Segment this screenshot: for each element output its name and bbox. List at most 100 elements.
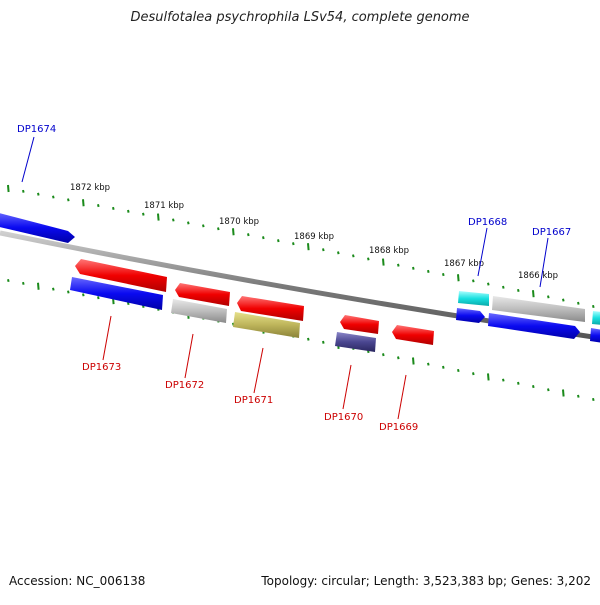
scale-tick [292,242,295,246]
gene-arrow[interactable] [488,313,580,339]
gene-label-DP1668[interactable]: DP1668 [468,217,507,228]
scale-tick [127,209,130,213]
gene-unlabeled-cyan-edge[interactable] [592,311,600,325]
gene-arrow[interactable] [70,277,163,310]
gene-label-DP1669[interactable]: DP1669 [379,422,418,433]
scale-label: 1871 kbp [144,201,184,211]
gene-arrow[interactable] [456,308,485,323]
gene-unlabeled-blue-small[interactable] [456,308,485,323]
scale-tick [577,301,580,305]
gene-label-DP1673[interactable]: DP1673 [82,362,121,373]
gene-arrow[interactable] [175,283,230,306]
accession-text: Accession: NC_006138 [9,574,146,588]
scale-tick [457,274,460,282]
scale-tick [382,258,385,266]
scale-tick [547,388,550,392]
scale-tick [337,251,340,255]
leader-DP1670 [342,364,352,410]
scale-tick [52,195,55,199]
gene-arrow[interactable] [237,296,304,321]
gene-arrow[interactable] [233,312,300,338]
scale-tick [502,285,505,289]
gene-DP1671[interactable] [233,296,304,338]
scale-label: 1869 kbp [294,232,334,242]
scale-tick [472,372,475,376]
gene-DP1669[interactable] [392,325,434,345]
scale-tick [232,228,235,236]
scale-tick [307,337,310,341]
gene-unlabeled-gray-forward[interactable] [492,296,585,322]
gene-unlabeled-blue-edge[interactable] [590,328,600,343]
leader-DP1674 [21,136,35,183]
scale-tick [157,213,160,221]
scale-tick [202,224,205,228]
scale-tick [322,340,325,344]
scale-tick [82,199,85,207]
gene-arrow[interactable] [590,328,600,343]
gene-label-DP1671[interactable]: DP1671 [234,395,273,406]
scale-tick [592,304,595,309]
leader-DP1672 [184,333,194,379]
map-title: Desulfotalea psychrophila LSv54, complet… [130,10,470,25]
scale-tick [7,184,10,193]
scale-tick [397,263,400,267]
gene-label-DP1672[interactable]: DP1672 [165,380,204,391]
gene-DP1670[interactable] [335,315,379,352]
scale-tick [247,233,250,237]
scale-tick [517,288,520,292]
gene-arrow[interactable] [171,299,227,323]
gene-arrow[interactable] [335,332,376,352]
scale-tick [427,269,430,273]
scale-tick [412,357,415,365]
scale-tick [367,257,370,261]
scale-tick [532,385,535,389]
scale-tick [22,189,25,193]
scale-tick [112,206,115,210]
scale-tick [127,302,130,306]
gene-arrow[interactable] [392,325,434,345]
gene-arrow[interactable] [458,291,489,306]
gene-arrow[interactable] [0,212,75,243]
gene-label-DP1670[interactable]: DP1670 [324,412,363,423]
scale-tick [412,266,415,270]
scale-label: 1870 kbp [219,217,259,227]
leader-DP1668 [477,227,488,277]
scale-label: 1867 kbp [444,259,484,269]
scale-tick [577,394,580,398]
scale-tick [172,218,175,222]
gene-arrow[interactable] [340,315,379,334]
leader-DP1673 [102,315,112,361]
scale-tick [502,378,505,382]
gene-DP1672[interactable] [171,283,230,323]
scale-tick [97,296,100,300]
scale-tick [442,273,445,277]
gene-arrow[interactable] [492,296,585,322]
gene-arrow[interactable] [75,259,167,292]
scale-tick [562,298,565,302]
scale-tick [67,198,70,202]
gene-arrow[interactable] [592,311,600,325]
gene-DP1674[interactable] [0,212,75,243]
leader-DP1667 [539,237,549,288]
gene-DP1673[interactable] [70,259,167,310]
scale-tick [322,248,325,252]
scale-tick [142,212,145,216]
scale-tick [487,373,490,381]
scale-tick [97,204,100,208]
gene-label-DP1674[interactable]: DP1674 [17,124,56,135]
gene-DP1668[interactable] [458,291,489,306]
scale-tick [532,290,535,298]
scale-tick [217,227,220,231]
scale-tick [487,282,490,286]
genome-summary-text: Topology: circular; Length: 3,523,383 bp… [261,574,591,588]
scale-tick [427,362,430,366]
scale-tick [37,282,40,290]
scale-tick [562,389,565,397]
gene-label-DP1667[interactable]: DP1667 [532,227,571,238]
scale-tick [22,281,25,285]
scale-tick [187,221,190,225]
scale-tick [7,279,10,283]
gene-DP1667[interactable] [488,313,580,339]
scale-tick [457,368,460,373]
